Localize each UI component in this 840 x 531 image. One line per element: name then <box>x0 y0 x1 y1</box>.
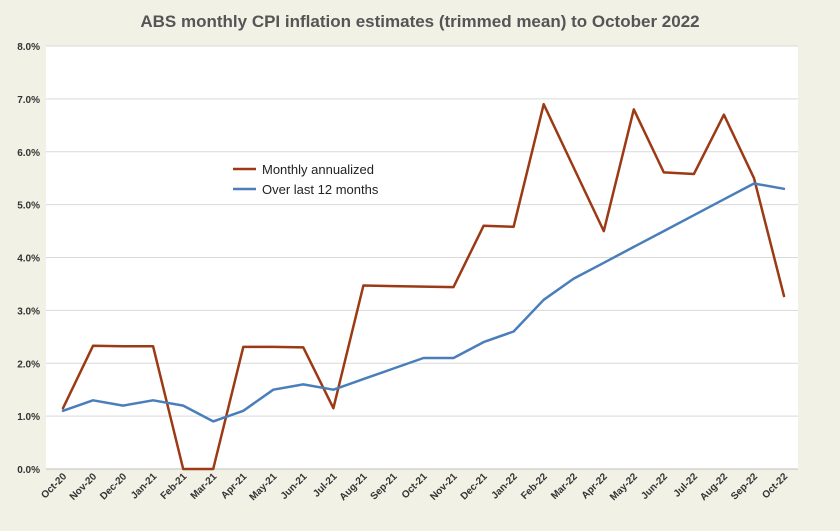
series-lines <box>61 102 786 471</box>
y-tick-label: 5.0% <box>17 201 40 212</box>
y-tick-label: 6.0% <box>17 148 40 159</box>
y-tick-label: 4.0% <box>17 254 40 265</box>
y-tick-label: 2.0% <box>17 359 40 370</box>
gridlines <box>46 45 798 417</box>
y-tick-label: 0.0% <box>17 465 40 476</box>
legend: Monthly annualized Over last 12 months <box>233 162 379 197</box>
y-tick-label: 7.0% <box>17 95 40 106</box>
legend-label: Over last 12 months <box>262 182 379 197</box>
y-tick-label: 1.0% <box>17 412 40 423</box>
y-axis-ticks: 0.0% 1.0% 2.0% 3.0% 4.0% 5.0% 6.0% 7.0% 8.0% <box>17 42 40 476</box>
chart-title: ABS monthly CPI inflation estimates (tri… <box>140 12 699 31</box>
series-line-2 <box>61 182 786 423</box>
y-tick-label: 8.0% <box>17 42 40 53</box>
series-line-1 <box>61 102 786 471</box>
legend-label: Monthly annualized <box>262 162 374 177</box>
y-tick-label: 3.0% <box>17 306 40 317</box>
